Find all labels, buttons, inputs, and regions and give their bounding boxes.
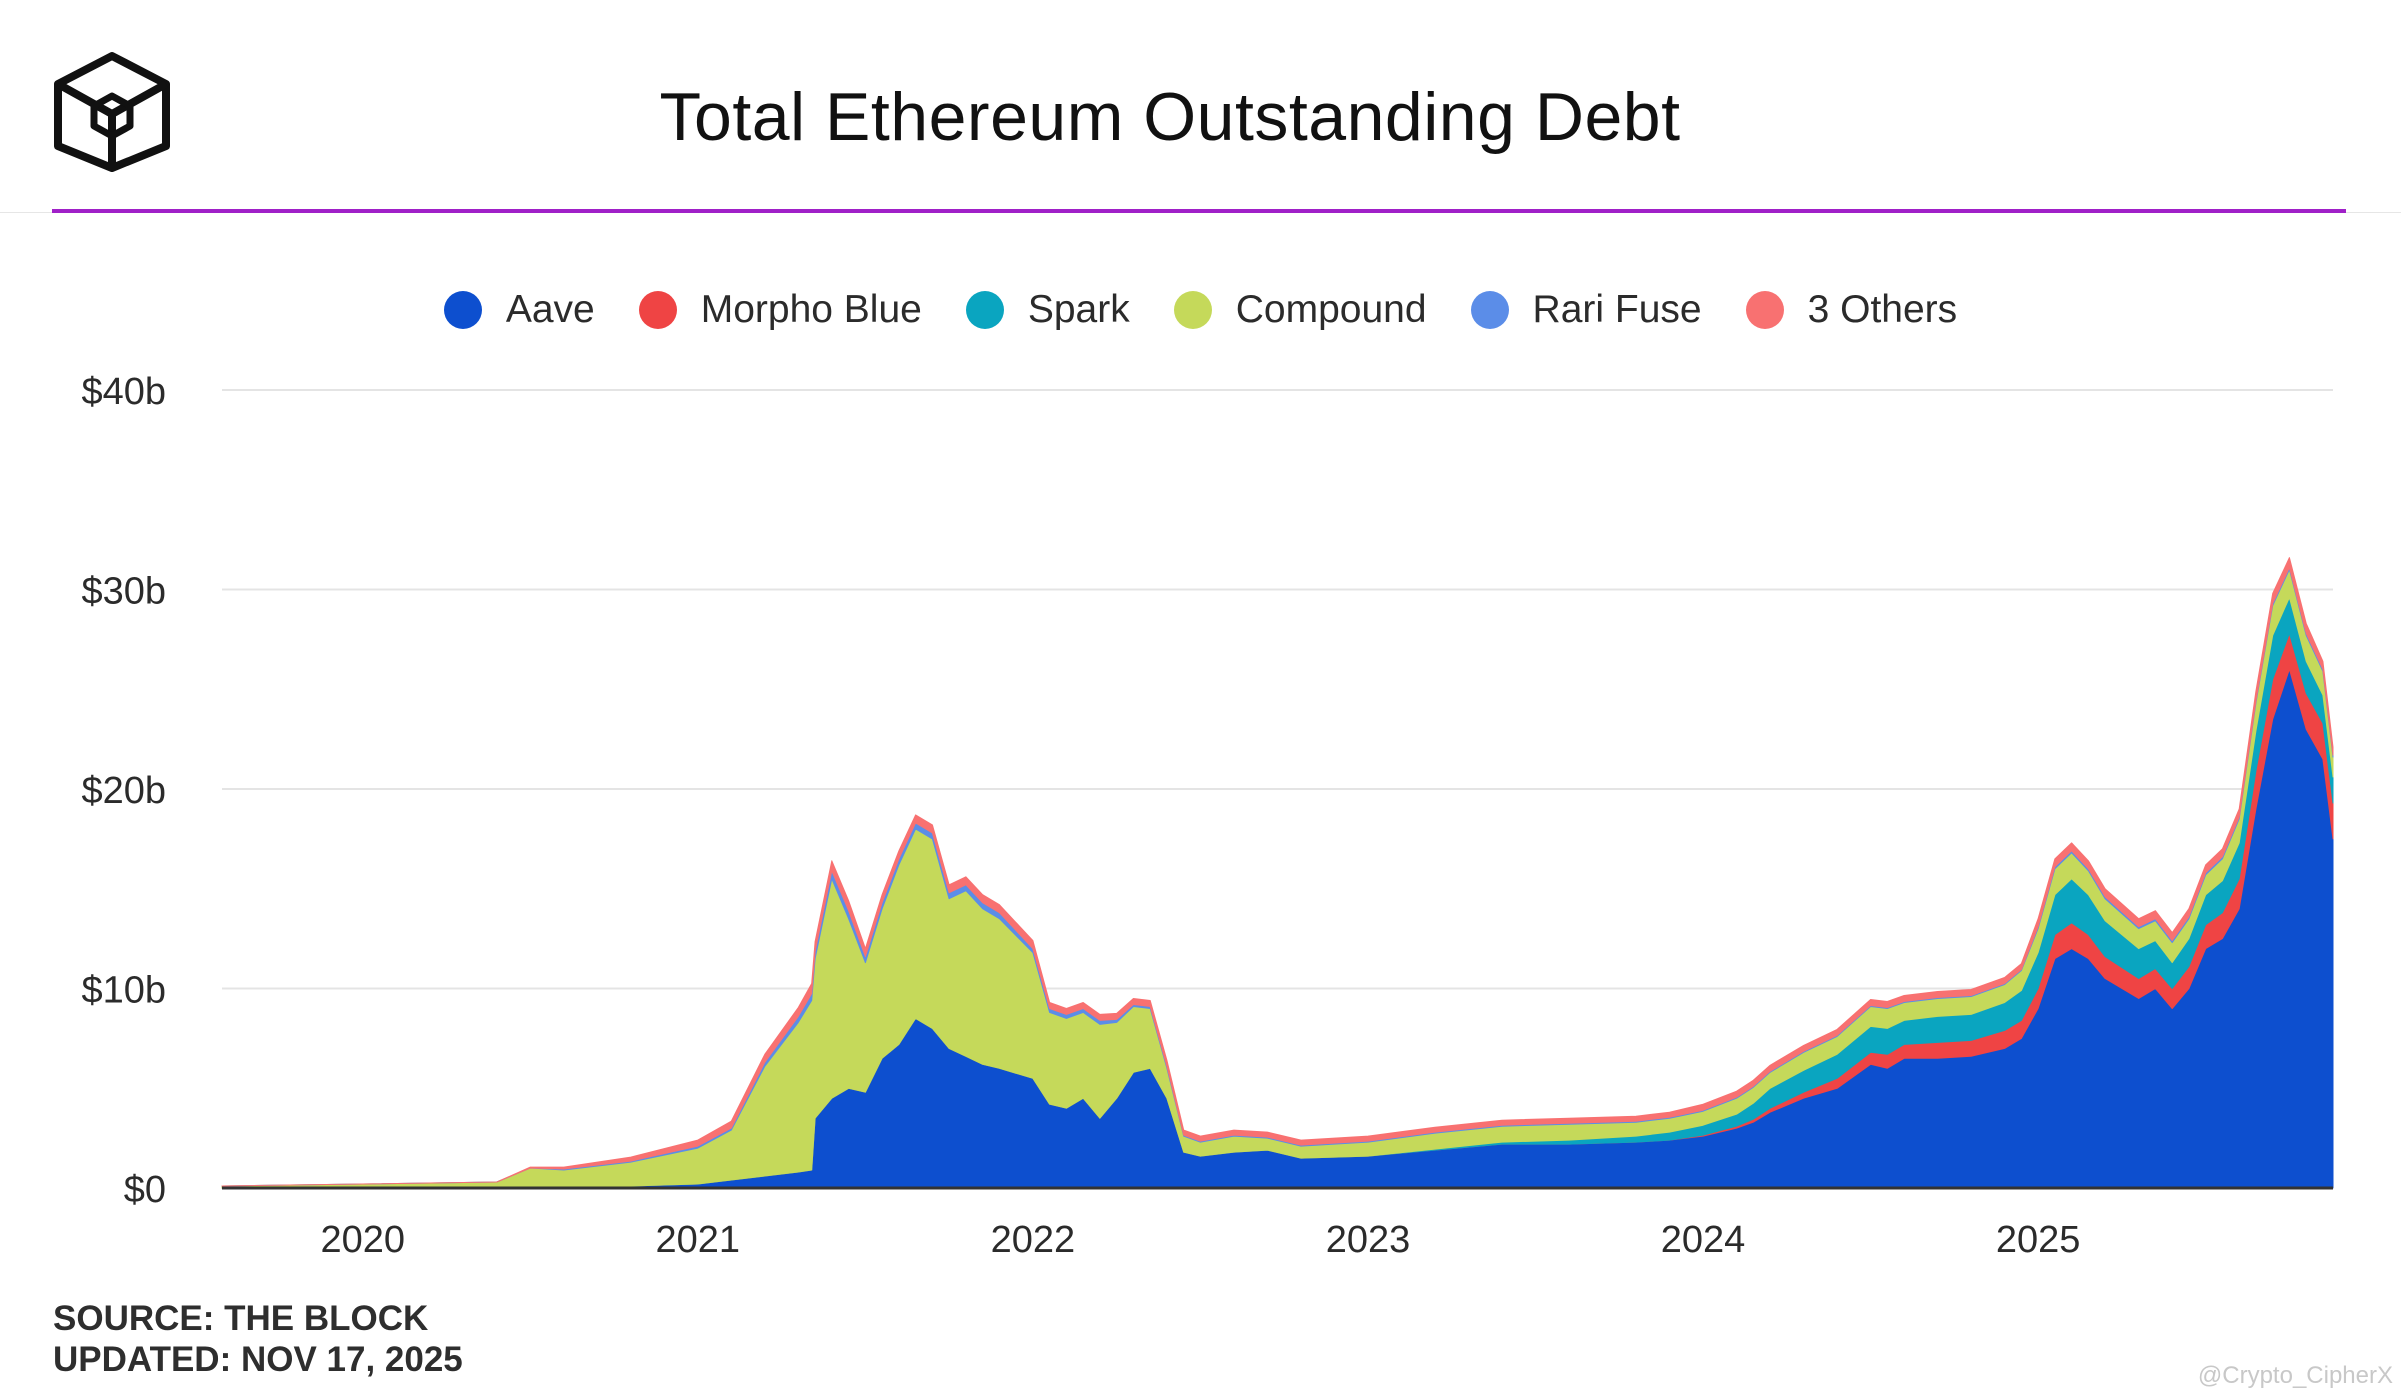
legend-item-aave[interactable]: Aave xyxy=(443,288,595,332)
legend-item-spark[interactable]: Spark xyxy=(965,288,1130,332)
accent-divider xyxy=(52,209,2346,213)
legend-item-morpho-blue[interactable]: Morpho Blue xyxy=(638,288,922,332)
watermark: @Crypto_CipherX xyxy=(2197,1362,2393,1389)
legend-label-morpho-blue: Morpho Blue xyxy=(700,288,922,331)
source-note: SOURCE: THE BLOCK xyxy=(53,1299,429,1338)
legend-dot-aave xyxy=(443,291,482,329)
x-tick-label: 2021 xyxy=(656,1219,741,1261)
y-tick-label: $0 xyxy=(124,1169,166,1211)
x-tick-label: 2020 xyxy=(320,1219,405,1261)
legend-item-rari-fuse[interactable]: Rari Fuse xyxy=(1470,288,1702,332)
chart-footer: SOURCE: THE BLOCK UPDATED: NOV 17, 2025 xyxy=(53,1298,463,1380)
the-block-logo xyxy=(54,52,170,172)
legend-dot-spark xyxy=(965,291,1004,329)
x-tick-label: 2024 xyxy=(1661,1219,1746,1261)
legend-label-3-others: 3 Others xyxy=(1807,288,1958,331)
legend-label-rari-fuse: Rari Fuse xyxy=(1532,288,1702,331)
chart-title: Total Ethereum Outstanding Debt xyxy=(659,79,1681,155)
x-tick-label: 2025 xyxy=(1996,1219,2081,1261)
legend-dot-morpho-blue xyxy=(638,291,677,329)
y-tick-label: $10b xyxy=(81,970,166,1012)
legend-label-compound: Compound xyxy=(1235,288,1427,331)
legend-dot-rari-fuse xyxy=(1470,291,1509,329)
area-series-aave xyxy=(221,668,2334,1189)
area-series-3-others xyxy=(221,557,2334,1187)
legend-label-aave: Aave xyxy=(505,288,595,331)
y-tick-label: $30b xyxy=(81,571,166,613)
legend-dot-3-others xyxy=(1745,291,1784,329)
x-tick-label: 2023 xyxy=(1326,1219,1411,1261)
chart-legend: Aave Morpho Blue Spark Compound Rari Fus… xyxy=(0,278,2401,342)
x-tick-label: 2022 xyxy=(991,1219,1076,1261)
legend-label-spark: Spark xyxy=(1027,288,1130,331)
legend-item-3-others[interactable]: 3 Others xyxy=(1745,288,1958,332)
y-tick-label: $40b xyxy=(81,371,166,413)
legend-item-compound[interactable]: Compound xyxy=(1173,288,1427,332)
legend-dot-compound xyxy=(1173,291,1212,329)
updated-note: UPDATED: NOV 17, 2025 xyxy=(53,1340,463,1379)
stacked-area-chart: $0 $10b $20b $30b $40b 2020 2021 2022 2023 2024 20… xyxy=(81,371,2334,1261)
y-tick-label: $20b xyxy=(81,770,166,812)
